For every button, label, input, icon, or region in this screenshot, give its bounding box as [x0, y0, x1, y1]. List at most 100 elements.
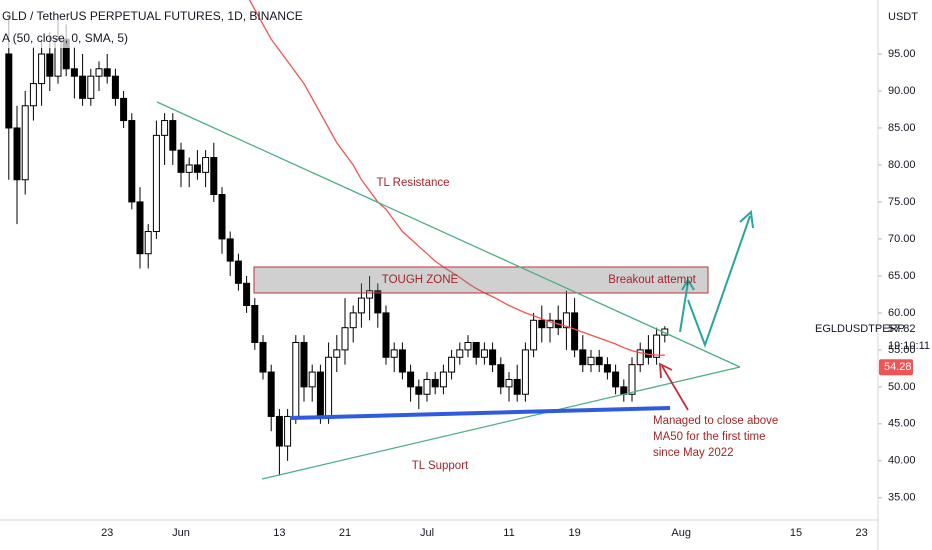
- candle-body: [538, 319, 546, 329]
- candle-body: [275, 415, 283, 447]
- candle-body: [448, 356, 456, 373]
- annotation: TOUGH ZONE: [382, 274, 459, 286]
- legend-backdrop: [0, 6, 230, 48]
- x-tick-label: Aug: [671, 527, 691, 539]
- candle-body: [374, 290, 382, 314]
- currency: USDT: [888, 11, 918, 23]
- candle-body: [382, 312, 390, 358]
- x-tick-label: 11: [503, 527, 514, 539]
- x-tick-label: 23: [101, 527, 113, 539]
- candle-body: [292, 341, 300, 417]
- y-tick-label: 50.00: [888, 381, 916, 393]
- candle-body: [234, 260, 242, 284]
- indicator-label: A (50, close, 0, SMA, 5): [2, 31, 128, 45]
- candle-body: [111, 75, 119, 99]
- candle-body: [177, 149, 185, 173]
- candle-body: [29, 83, 37, 107]
- candle-body: [513, 378, 521, 395]
- candle-body: [587, 356, 595, 366]
- candle-body: [13, 127, 21, 181]
- candle-body: [46, 53, 54, 77]
- candle-body: [193, 164, 201, 173]
- support-line: [261, 366, 741, 480]
- candle-body: [546, 319, 554, 329]
- y-tick-label: 55.00: [888, 344, 916, 356]
- candle-body: [415, 386, 423, 395]
- candle-body: [480, 349, 488, 358]
- y-tick-label: 75.00: [888, 196, 916, 208]
- candle-body: [357, 297, 365, 314]
- candle-body: [595, 356, 603, 366]
- candle-body: [653, 334, 661, 358]
- candle-body: [128, 120, 136, 203]
- candle-body: [103, 68, 111, 77]
- candle-body: [456, 349, 464, 358]
- candle-body: [407, 371, 415, 388]
- candle-body: [218, 194, 226, 240]
- moving-average: [248, 0, 665, 356]
- candle-body: [251, 304, 259, 343]
- candle-body: [341, 327, 349, 351]
- candle-body: [325, 356, 333, 417]
- candle-body: [202, 157, 210, 173]
- countdown: 19:10:11: [888, 340, 930, 352]
- annotation: TL Support: [412, 460, 469, 472]
- annotation: Managed to close above: [653, 415, 778, 427]
- candle-body: [308, 371, 316, 388]
- x-tick-label: 21: [339, 527, 351, 539]
- candle-body: [333, 349, 341, 358]
- chart-title: GLD / TetherUS PERPETUAL FUTURES, 1D, BI…: [2, 9, 303, 23]
- candle-body: [152, 134, 160, 233]
- annotation: TL Resistance: [376, 177, 449, 189]
- y-tick-label: 80.00: [888, 159, 916, 171]
- candle-body: [144, 231, 152, 255]
- candle-body: [95, 68, 103, 77]
- last-price: 57.82: [888, 323, 916, 335]
- y-tick-label: 95.00: [888, 48, 916, 60]
- y-tick-label: 35.00: [888, 492, 916, 504]
- candle-body: [316, 371, 324, 417]
- horizontal-support: [289, 406, 671, 420]
- x-tick-label: 13: [273, 527, 285, 539]
- candle-body: [571, 312, 579, 351]
- ma-price-tag: [879, 359, 913, 376]
- annotation: since May 2022: [653, 447, 734, 459]
- plot: [5, 0, 669, 476]
- candle-body: [439, 371, 447, 388]
- y-tick-label: 60.00: [888, 307, 916, 319]
- candle-body: [349, 312, 357, 329]
- candle-body: [472, 341, 480, 358]
- x-tick-label: Jun: [172, 527, 190, 539]
- candle-body: [87, 75, 95, 99]
- candle-body: [423, 378, 431, 395]
- candle-body: [497, 364, 505, 388]
- candle-body: [530, 319, 538, 351]
- annotation: MA50 for the first time: [653, 431, 765, 443]
- ma-price: 54.28: [884, 361, 912, 373]
- candle-body: [5, 53, 13, 129]
- candle-body: [136, 201, 144, 255]
- candle-body: [70, 68, 78, 77]
- candle-body: [431, 378, 439, 388]
- candle-body: [562, 312, 570, 329]
- candle-body: [259, 341, 267, 373]
- candle-body: [185, 164, 193, 173]
- projection-arrow: [687, 209, 754, 348]
- candle-body: [21, 105, 29, 181]
- symbol-label: EGLDUSDTPERP: [815, 323, 905, 335]
- y-tick-label: 40.00: [888, 455, 916, 467]
- tough-zone: [253, 266, 709, 294]
- resistance-line: [156, 101, 741, 368]
- candle-body: [226, 238, 234, 262]
- candle-body: [38, 53, 46, 85]
- candle-body: [489, 349, 497, 366]
- candle-body: [464, 341, 472, 351]
- candle-body: [267, 371, 275, 417]
- y-tick-label: 90.00: [888, 85, 916, 97]
- candle-body: [579, 349, 587, 366]
- candle-body: [161, 120, 169, 136]
- x-tick-label: 15: [790, 527, 802, 539]
- candle-body: [79, 75, 87, 99]
- breakout-arrow: [679, 278, 695, 333]
- x-tick-label: 23: [855, 527, 867, 539]
